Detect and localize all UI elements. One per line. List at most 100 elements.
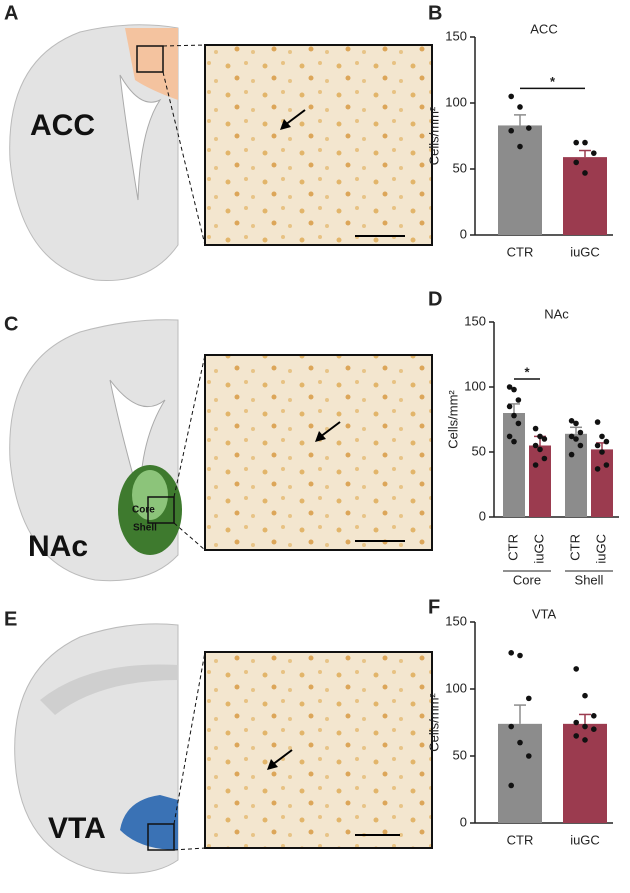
data-point <box>582 139 588 146</box>
data-point <box>582 692 588 699</box>
significance-label: * <box>550 74 556 89</box>
data-point <box>511 412 517 419</box>
x-tick-label: CTR <box>505 534 520 561</box>
data-point <box>515 397 522 403</box>
data-point <box>508 127 514 134</box>
panel-letter: E <box>4 608 17 630</box>
brain-schematic: NAc Core Shell <box>9 319 433 582</box>
data-point <box>577 429 584 436</box>
data-point <box>594 442 601 449</box>
data-point <box>506 384 513 390</box>
region-label: VTA <box>48 812 106 845</box>
data-point <box>541 455 548 462</box>
x-tick-label: CTR <box>507 832 534 847</box>
data-point <box>599 433 605 440</box>
data-point <box>506 433 513 440</box>
y-tick-label: 50 <box>472 443 486 458</box>
y-tick-label: 50 <box>453 160 467 175</box>
panel-letter: C <box>4 313 18 335</box>
data-point <box>568 451 575 458</box>
data-point <box>582 737 588 743</box>
y-tick-label: 100 <box>445 680 467 695</box>
y-tick-label: 0 <box>460 226 467 241</box>
x-tick-label: iuGC <box>593 534 608 564</box>
x-tick-label: iuGC <box>570 832 600 847</box>
chart-title: ACC <box>530 21 557 36</box>
data-point <box>517 739 523 746</box>
x-tick-label: CTR <box>507 244 534 259</box>
data-point <box>532 462 539 468</box>
data-point <box>537 433 543 440</box>
data-point <box>591 713 597 719</box>
bar <box>498 723 542 823</box>
x-tick-label: CTR <box>567 534 582 561</box>
data-point <box>537 446 543 453</box>
data-point <box>532 442 539 449</box>
panel-letter: B <box>428 2 442 24</box>
data-point <box>526 125 532 131</box>
data-point <box>517 104 523 110</box>
data-point <box>515 420 522 427</box>
data-point <box>508 93 514 100</box>
panel-letter: A <box>4 2 18 24</box>
data-point <box>508 782 514 789</box>
data-point <box>573 420 579 427</box>
y-tick-label: 0 <box>479 508 486 523</box>
data-point <box>568 418 575 424</box>
data-point <box>541 436 548 442</box>
data-point <box>568 433 575 440</box>
data-point <box>573 719 579 726</box>
data-point <box>591 150 597 156</box>
y-tick-label: 0 <box>460 814 467 829</box>
y-axis-label: Cells/mm² <box>426 106 441 165</box>
data-point <box>573 666 579 672</box>
region-label: ACC <box>30 109 95 142</box>
data-point <box>517 652 523 659</box>
data-point <box>603 438 610 445</box>
x-tick-label: iuGC <box>531 534 546 564</box>
y-axis-label: Cells/mm² <box>426 693 441 752</box>
y-tick-label: 100 <box>464 378 486 393</box>
data-point <box>582 170 588 176</box>
data-point <box>517 143 523 150</box>
data-point <box>511 386 517 393</box>
brain-schematic: VTA <box>14 623 433 874</box>
y-tick-label: 150 <box>464 313 486 328</box>
chart-title: VTA <box>532 606 557 621</box>
group-label: Shell <box>575 572 604 587</box>
data-point <box>582 723 588 730</box>
data-point <box>526 753 532 759</box>
data-point <box>573 733 579 739</box>
bar <box>529 445 551 517</box>
y-axis-label: Cells/mm² <box>445 390 460 449</box>
data-point <box>594 466 601 472</box>
data-point <box>599 449 605 455</box>
bar <box>563 157 607 235</box>
bar <box>591 449 613 517</box>
data-point <box>506 403 513 410</box>
region-label: Shell <box>133 523 157 534</box>
data-point <box>508 723 514 730</box>
brain-schematic: ACC <box>9 24 433 282</box>
data-point <box>594 419 601 425</box>
panel-letter: D <box>428 288 442 310</box>
panel-letter: F <box>428 596 440 618</box>
bar <box>565 433 587 517</box>
y-tick-label: 100 <box>445 94 467 109</box>
region-label: Core <box>132 505 155 516</box>
group-label: Core <box>513 572 541 587</box>
y-tick-label: 50 <box>453 747 467 762</box>
data-point <box>511 438 517 445</box>
y-tick-label: 150 <box>445 613 467 628</box>
data-point <box>508 650 514 656</box>
region-label: NAc <box>28 530 88 563</box>
chart-title: NAc <box>544 306 569 321</box>
x-tick-label: iuGC <box>570 244 600 259</box>
data-point <box>573 159 579 166</box>
data-point <box>603 462 610 468</box>
data-point <box>577 442 584 449</box>
data-point <box>573 436 579 442</box>
bar <box>498 125 542 235</box>
data-point <box>591 726 597 732</box>
